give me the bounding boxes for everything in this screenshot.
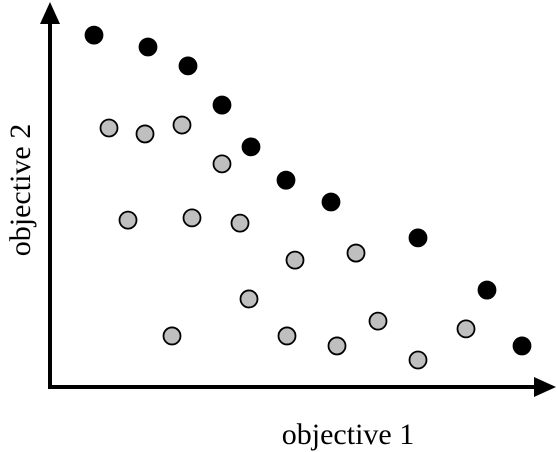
point xyxy=(346,243,366,263)
point xyxy=(84,25,104,45)
point xyxy=(456,319,476,339)
point xyxy=(285,250,305,270)
point xyxy=(212,154,232,174)
point xyxy=(276,170,296,190)
point xyxy=(178,56,198,76)
point xyxy=(135,124,155,144)
point xyxy=(327,336,347,356)
point xyxy=(230,213,250,233)
point xyxy=(118,210,138,230)
point xyxy=(408,228,428,248)
point xyxy=(212,95,232,115)
point xyxy=(277,326,297,346)
point xyxy=(477,280,497,300)
point xyxy=(408,350,428,370)
x-axis-label: objective 1 xyxy=(282,418,414,451)
y-axis-arrow xyxy=(40,2,60,24)
point xyxy=(368,311,388,331)
point xyxy=(138,37,158,57)
point xyxy=(241,137,261,157)
point xyxy=(162,326,182,346)
point xyxy=(182,208,202,228)
y-axis-label: objective 2 xyxy=(4,124,37,256)
point xyxy=(321,192,341,212)
x-axis-arrow xyxy=(534,377,556,397)
point xyxy=(239,289,259,309)
point xyxy=(99,118,119,138)
point xyxy=(512,336,532,356)
point xyxy=(172,115,192,135)
axes xyxy=(40,2,556,397)
